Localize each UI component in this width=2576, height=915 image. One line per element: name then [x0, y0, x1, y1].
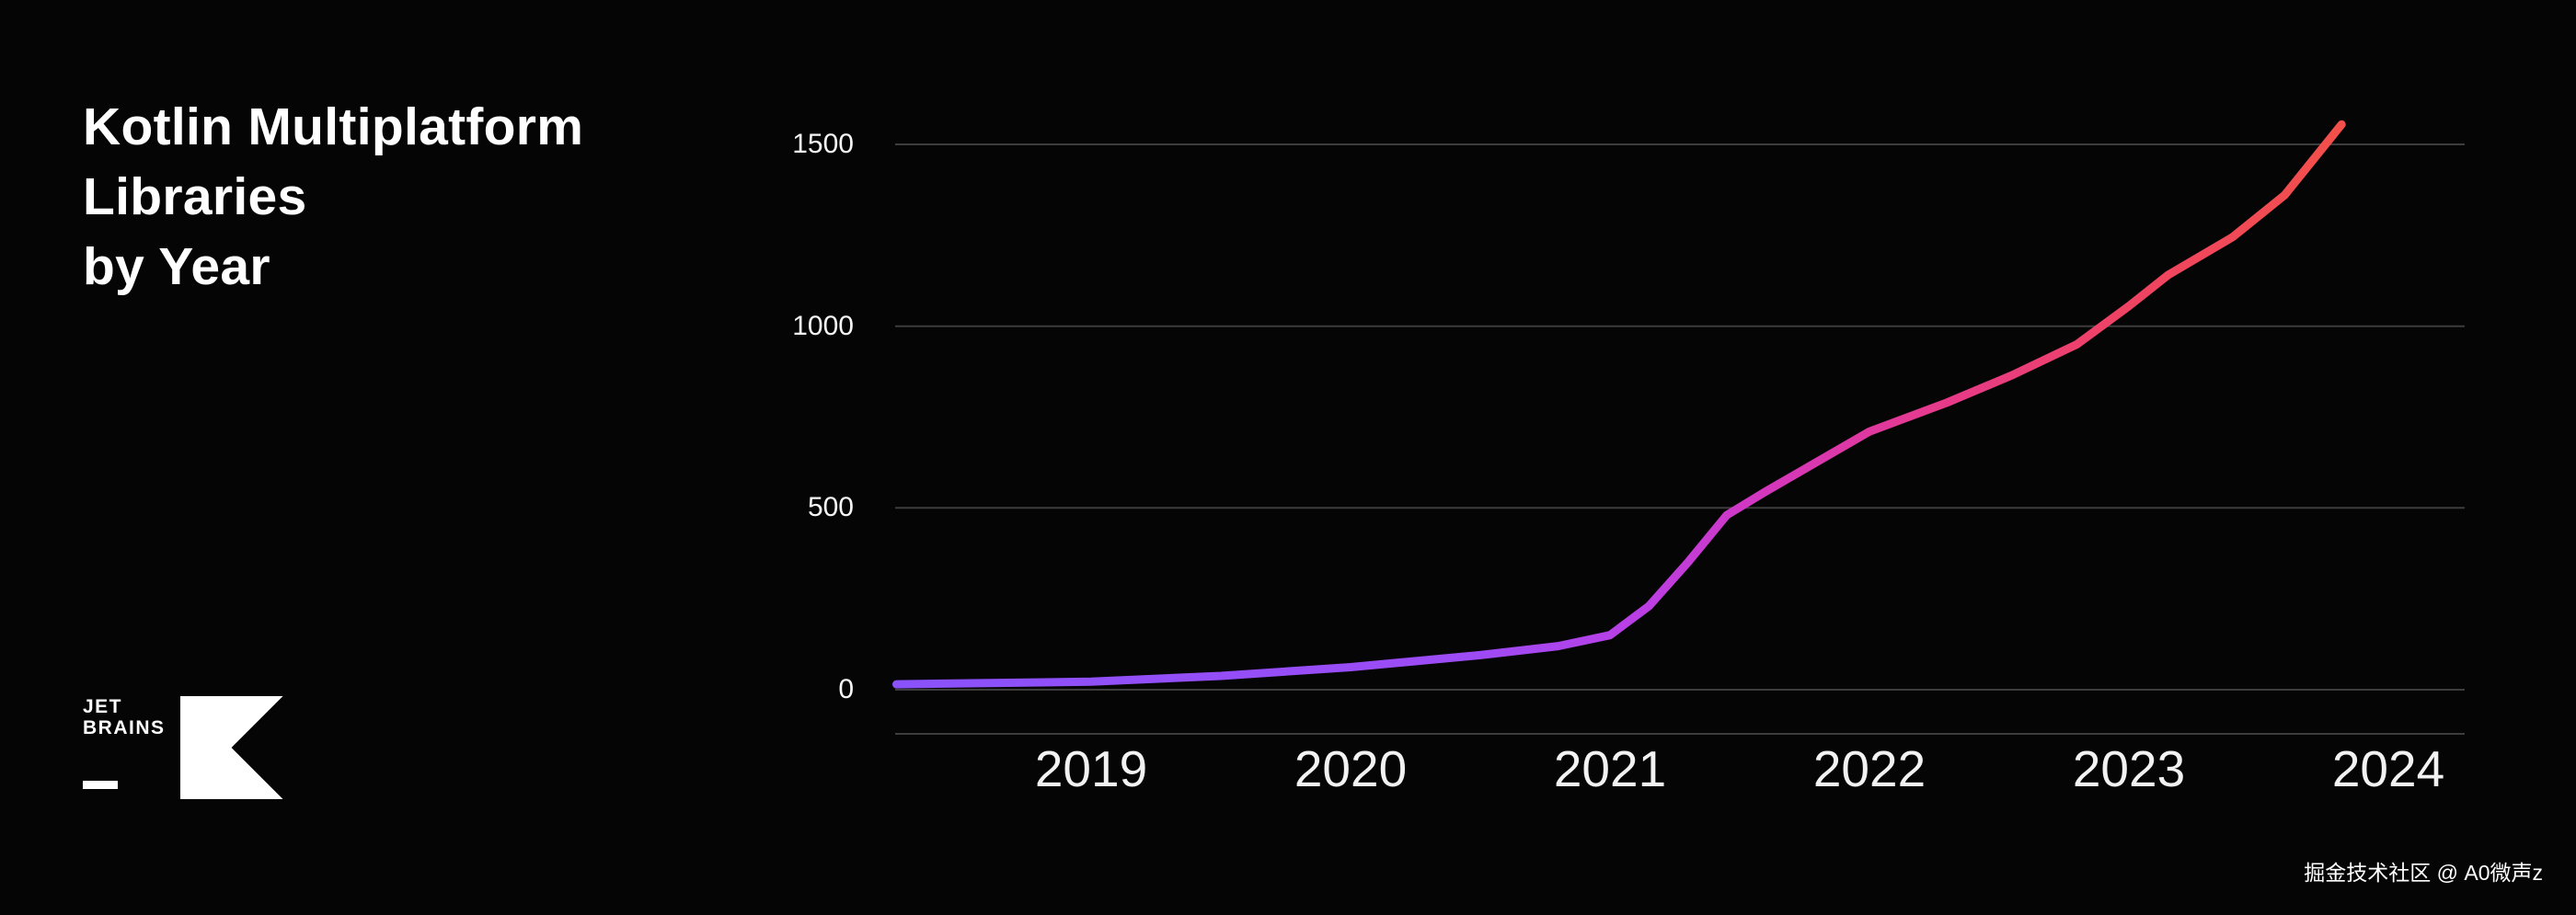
y-tick-label: 1000	[792, 311, 854, 341]
x-tick-label: 2023	[2072, 740, 2186, 797]
jetbrains-wordmark-line: JET	[83, 696, 123, 717]
title-line: by Year	[83, 237, 270, 296]
libraries-line	[892, 120, 2346, 689]
jetbrains-underscore	[83, 781, 118, 789]
x-tick-label: 2020	[1294, 740, 1408, 797]
x-tick-label: 2024	[2331, 740, 2445, 797]
page-title: Kotlin Multiplatform Libraries by Year	[83, 92, 583, 302]
y-tick-label: 1500	[792, 129, 854, 159]
kotlin-logo-icon	[179, 696, 283, 799]
title-line: Libraries	[83, 167, 307, 226]
y-tick-label: 500	[807, 492, 854, 522]
x-tick-label: 2022	[1812, 740, 1926, 797]
jetbrains-wordmark-line: BRAINS	[83, 717, 166, 738]
jetbrains-wordmark: JET BRAINS	[83, 696, 166, 789]
x-tick-label: 2019	[1034, 740, 1148, 797]
jetbrains-logo: JET BRAINS	[83, 696, 283, 799]
title-line: Kotlin Multiplatform	[83, 97, 584, 156]
y-tick-label: 0	[838, 674, 854, 704]
watermark: 掘金技术社区 @ A0微声z	[2304, 861, 2543, 885]
x-tick-label: 2021	[1553, 740, 1667, 797]
